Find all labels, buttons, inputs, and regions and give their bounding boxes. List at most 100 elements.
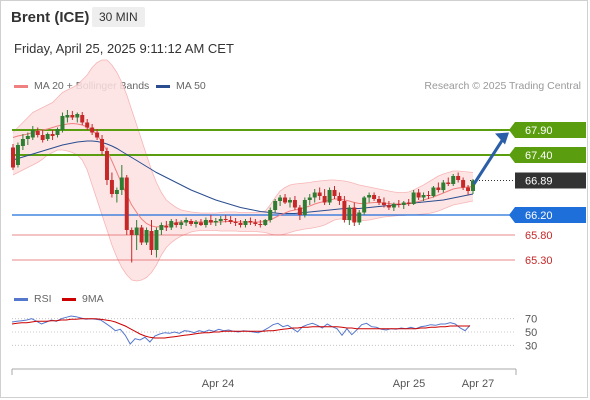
candles-group (11, 110, 475, 263)
candle-body (30, 130, 35, 138)
candle-body (208, 220, 213, 223)
candle-body (35, 131, 40, 135)
candle-body (396, 204, 401, 205)
candle-body (436, 187, 441, 190)
candle-body (263, 220, 268, 225)
candle-body (337, 196, 342, 201)
candle-body (159, 225, 164, 230)
rsi-tick-label: 70 (525, 314, 537, 326)
resistance-tag (509, 147, 586, 163)
legend-rsi-ma: 9MA (62, 293, 104, 305)
candle-body (406, 202, 411, 204)
ma20-swatch (14, 84, 28, 88)
candle-body (45, 134, 50, 139)
bollinger-upper-line (12, 59, 474, 214)
bollinger-band-fill (13, 60, 473, 281)
candle-body (104, 151, 109, 180)
candle-body (471, 180, 475, 191)
candle-body (317, 192, 322, 196)
candle-body (278, 197, 283, 201)
candle-body (164, 226, 169, 228)
candle-body (85, 122, 90, 128)
pivot-label: 66.20 (525, 210, 553, 222)
candle-body (391, 204, 396, 208)
candle-body (253, 222, 258, 224)
rsi-tick-label: 50 (525, 327, 537, 339)
candle-body (100, 139, 105, 151)
forecast-arrow-shaft (472, 136, 506, 185)
candle-body (268, 210, 273, 220)
support-label: 65.30 (525, 255, 553, 267)
candle-body (50, 134, 55, 136)
ma50-label: MA 50 (176, 80, 206, 92)
candle-body (297, 207, 302, 215)
candle-body (372, 195, 377, 199)
candle-body (307, 197, 312, 200)
candle-body (347, 207, 352, 220)
candle-body (381, 202, 386, 205)
candle-body (416, 192, 421, 198)
candle-body (80, 115, 85, 123)
candle-body (213, 221, 218, 223)
candle-body (40, 135, 45, 140)
legend-rsi: RSI (14, 293, 52, 305)
candle-body (426, 195, 431, 196)
candle-body (70, 115, 75, 118)
x-tick-label: Apr 24 (202, 378, 234, 390)
ma50-line (12, 140, 474, 214)
candle-body (431, 187, 436, 196)
candle-body (149, 231, 154, 250)
chart-header: Brent (ICE) 30 MIN (0, 0, 590, 36)
last-price-label: 66.89 (525, 176, 553, 188)
candle-body (109, 180, 114, 194)
candle-body (461, 180, 466, 188)
candle-body (302, 200, 307, 215)
candle-body (441, 182, 446, 190)
candle-body (243, 221, 248, 225)
x-tick-label: Apr 25 (393, 378, 425, 390)
candle-body (90, 127, 95, 133)
ma50-swatch (156, 84, 170, 88)
candle-body (55, 129, 60, 135)
candle-body (273, 201, 278, 210)
rsi-tick-label: 30 (525, 340, 537, 352)
candle-body (189, 221, 194, 224)
candle-body (11, 147, 15, 168)
support-label: 65.80 (525, 230, 553, 242)
candle-body (466, 187, 471, 191)
rsi-ma-line (11, 318, 470, 339)
candle-body (154, 230, 159, 250)
forecast-arrow-head (495, 132, 509, 145)
candle-body (456, 176, 461, 180)
candle-body (401, 202, 406, 205)
bollinger-lower-line (12, 149, 474, 282)
candle-body (15, 145, 20, 165)
timeframe-badge[interactable]: 30 MIN (92, 7, 145, 27)
rsi-ma-label: 9MA (82, 293, 104, 305)
candle-body (258, 224, 263, 225)
instrument-title: Brent (ICE) (11, 9, 90, 26)
candle-body (332, 190, 337, 196)
candle-body (169, 221, 174, 228)
candle-body (342, 201, 347, 220)
ma20-line (12, 122, 474, 228)
candle-body (20, 139, 25, 146)
candle-body (292, 200, 297, 208)
candle-body (228, 220, 233, 222)
candle-body (223, 219, 228, 220)
candle-body (327, 190, 332, 203)
rsi-swatch (14, 297, 28, 301)
candle-body (129, 230, 134, 235)
candle-body (421, 195, 426, 198)
legend-ma50: MA 50 (156, 80, 206, 92)
candle-body (322, 196, 327, 203)
rsi-ma-swatch (62, 297, 76, 301)
resistance-tag (509, 122, 586, 138)
candle-body (451, 176, 456, 184)
resistance-label: 67.90 (525, 125, 553, 137)
pivot-tag (509, 207, 586, 223)
candle-body (283, 197, 288, 203)
candle-body (60, 116, 65, 130)
